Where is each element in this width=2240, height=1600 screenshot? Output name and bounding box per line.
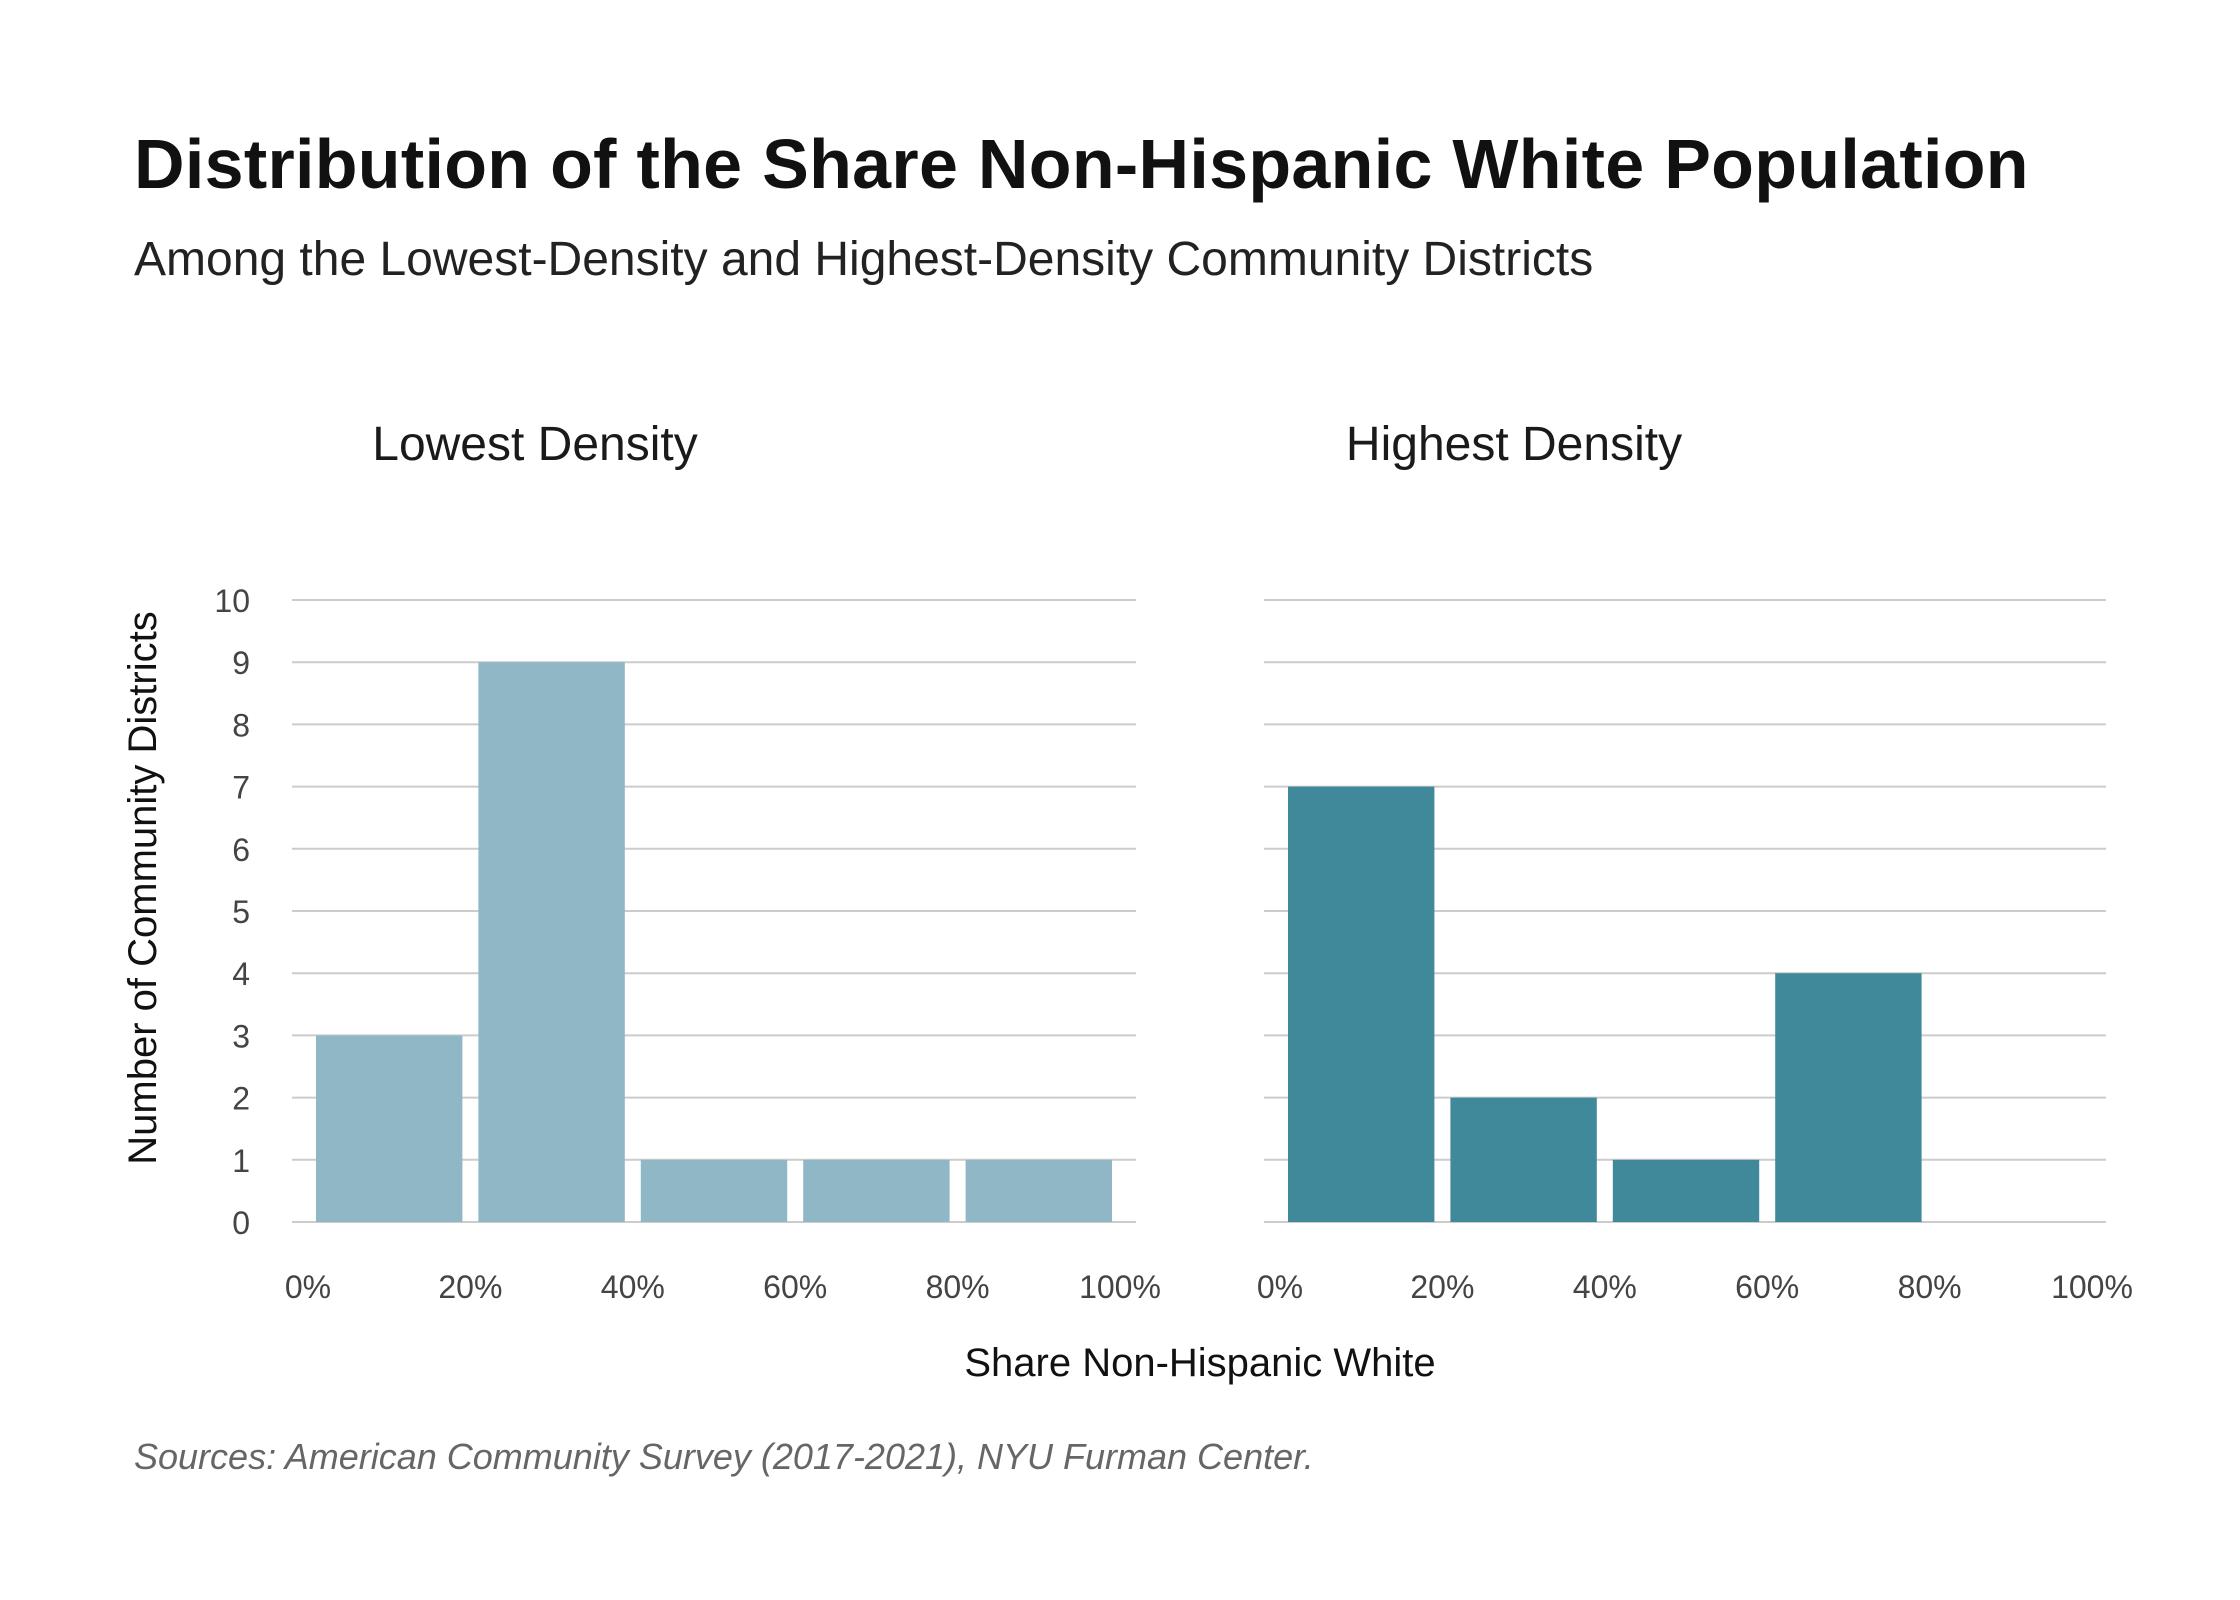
x-tick-label: 60% bbox=[1735, 1269, 1799, 1305]
y-axis-title: Number of Community Districts bbox=[121, 611, 165, 1164]
x-tick-label: 60% bbox=[763, 1269, 827, 1305]
x-axis-title: Share Non-Hispanic White bbox=[964, 1341, 1435, 1385]
y-tick-label: 7 bbox=[232, 770, 250, 806]
y-tick-label: 3 bbox=[232, 1018, 250, 1054]
x-tick-label: 40% bbox=[1573, 1269, 1637, 1305]
y-tick-label: 5 bbox=[232, 894, 250, 930]
histogram-bar bbox=[803, 1159, 950, 1222]
histogram-bar bbox=[316, 1035, 463, 1222]
y-tick-label: 8 bbox=[232, 707, 250, 743]
source-note: Sources: American Community Survey (2017… bbox=[134, 1436, 1314, 1477]
histogram-bar bbox=[965, 1159, 1112, 1222]
y-tick-label: 4 bbox=[232, 956, 250, 992]
panel-highest-density: Highest Density 0% 20% 40% 60% 80% 100% bbox=[1257, 418, 2133, 1305]
x-tick-label: 0% bbox=[285, 1269, 331, 1305]
histogram-bar bbox=[1450, 1097, 1597, 1222]
y-tick-label: 0 bbox=[232, 1205, 250, 1241]
chart-title: Distribution of the Share Non-Hispanic W… bbox=[134, 125, 2029, 203]
y-tick-label: 10 bbox=[214, 583, 250, 619]
x-tick-label: 0% bbox=[1257, 1269, 1303, 1305]
x-tick-label: 20% bbox=[1410, 1269, 1474, 1305]
chart-subtitle: Among the Lowest-Density and Highest-Den… bbox=[134, 233, 1594, 286]
y-tick-label: 9 bbox=[232, 645, 250, 681]
x-tick-label: 100% bbox=[1079, 1269, 1161, 1305]
x-tick-label: 80% bbox=[926, 1269, 990, 1305]
histogram-bar bbox=[1612, 1159, 1760, 1222]
panel-title: Lowest Density bbox=[372, 418, 697, 471]
y-tick-label: 1 bbox=[232, 1143, 250, 1179]
y-tick-label: 2 bbox=[232, 1081, 250, 1117]
histogram-bar bbox=[478, 662, 625, 1222]
histogram-bar bbox=[640, 1159, 788, 1222]
x-tick-label: 80% bbox=[1898, 1269, 1962, 1305]
x-tick-label: 100% bbox=[2051, 1269, 2133, 1305]
histogram-bar bbox=[1775, 973, 1922, 1222]
y-tick-label: 6 bbox=[232, 832, 250, 868]
histogram-bar bbox=[1288, 786, 1435, 1222]
x-tick-label: 20% bbox=[438, 1269, 502, 1305]
x-tick-label: 40% bbox=[601, 1269, 665, 1305]
panel-title: Highest Density bbox=[1346, 418, 1682, 471]
